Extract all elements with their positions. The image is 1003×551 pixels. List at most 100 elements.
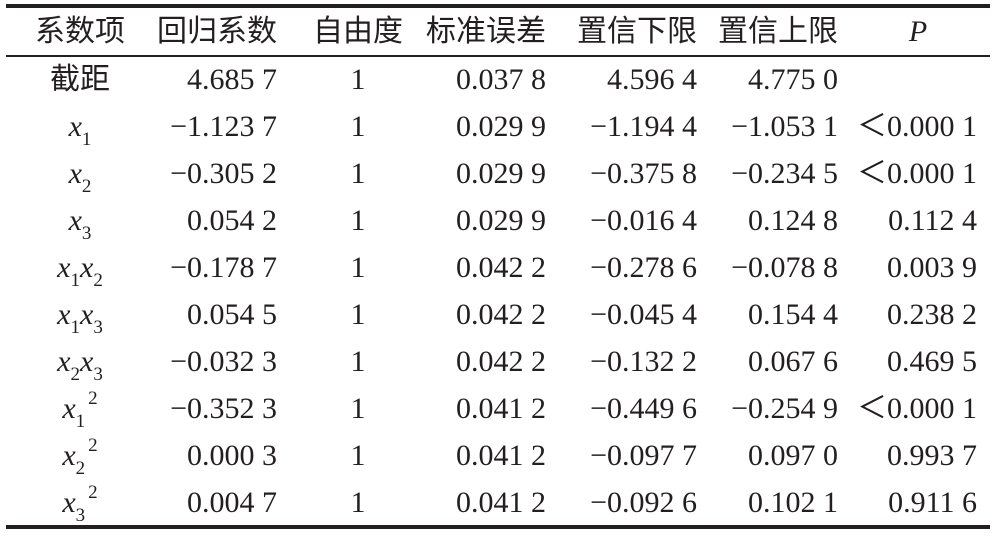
table-cell: 0.238 2 [887,298,977,331]
table-cell: 0.054 2 [187,204,277,237]
row-label: x1x3 [57,297,103,338]
table-cell: −0.305 2 [170,157,277,190]
subscript: 3 [93,364,103,385]
table-cell: −0.078 8 [731,251,838,284]
table-cell: 0.097 0 [748,439,838,472]
subscript: 1 [70,270,81,291]
table-cell: 0.042 2 [456,251,546,284]
row-label: x2 [68,156,92,197]
row-label: x32 [62,482,98,526]
column-header: 标准误差 [426,15,546,48]
table-cell: 1 [350,439,366,472]
table-cell: −0.375 8 [590,157,697,190]
subscript: 3 [75,505,86,526]
variable: x [68,157,82,190]
subscript: 2 [75,458,86,479]
row-label: x22 [62,435,98,479]
row-label: x12 [62,388,98,432]
column-header: 系数项 [35,15,125,48]
variable: x [57,298,71,331]
table-cell: 4.685 7 [187,63,277,96]
subscript: 1 [81,129,92,150]
table-cell: −0.278 6 [590,251,697,284]
table-cell: 0.054 5 [187,298,277,331]
variable: x [57,251,71,284]
subscript: 3 [81,223,92,244]
table-cell: −0.449 6 [590,392,697,425]
table-cell: ＜0.000 1 [857,157,977,190]
table-cell: 0.037 8 [456,63,546,96]
row-label: 截距 [50,63,110,96]
row-label: x1 [68,109,92,150]
variable: x [62,439,76,472]
table-cell: 0.041 2 [456,392,546,425]
table-cell: −0.132 2 [590,345,697,378]
table-cell: 0.911 6 [888,486,977,519]
table-cell: −0.178 7 [170,251,277,284]
table-cell: −1.194 4 [590,110,697,143]
table-cell: 1 [350,345,366,378]
table-cell: ＜0.000 1 [857,392,977,425]
table-cell: 0.004 7 [187,486,277,519]
column-header: P [908,15,928,48]
superscript: 2 [88,388,98,409]
table-cell: 0.000 3 [187,439,277,472]
header-rule [6,55,990,57]
table-cell: 1 [350,298,366,331]
column-header: 置信下限 [577,15,697,48]
table-cell: 4.775 0 [748,63,838,96]
row-label: x3 [68,203,92,244]
table-cell: 0.993 7 [887,439,977,472]
subscript: 1 [70,317,81,338]
table-cell: −0.097 7 [590,439,697,472]
table-cell: −1.123 7 [170,110,277,143]
variable: x [80,298,94,331]
variable: x [80,345,94,378]
variable: x [68,204,82,237]
table-cell: 1 [350,251,366,284]
table-cell: 1 [350,157,366,190]
table-cell: −0.254 9 [731,392,838,425]
variable: x [57,345,71,378]
table-cell: 0.029 9 [456,204,546,237]
table-cell: −1.053 1 [731,110,838,143]
variable: x [68,110,82,143]
subscript: 1 [75,411,86,432]
table-cell: −0.234 5 [731,157,838,190]
table-cell: 0.102 1 [748,486,838,519]
table-cell: ＜0.000 1 [857,110,977,143]
superscript: 2 [88,435,98,456]
variable: x [62,486,76,519]
variable: x [80,251,94,284]
row-label: x2x3 [57,344,103,385]
table-cell: 0.124 8 [748,204,838,237]
subscript: 2 [81,176,92,197]
table-cell: 0.112 4 [888,204,977,237]
table-cell: −0.352 3 [170,392,277,425]
table-cell: −0.092 6 [590,486,697,519]
table-cell: 0.041 2 [456,486,546,519]
table-cell: 1 [350,63,366,96]
table-cell: 0.154 4 [748,298,838,331]
table-cell: 1 [350,204,366,237]
table-cell: 0.029 9 [456,157,546,190]
bottom-rule [6,525,990,529]
variable: x [62,392,76,425]
table-cell: 0.003 9 [887,251,977,284]
table-cell: −0.045 4 [590,298,697,331]
table-cell: 0.042 2 [456,298,546,331]
table-cell: 4.596 4 [607,63,697,96]
column-header: 置信上限 [718,15,838,48]
table-cell: 1 [350,392,366,425]
table-cell: 1 [350,486,366,519]
table-cell: 0.469 5 [887,345,977,378]
table-cell: 0.029 9 [456,110,546,143]
superscript: 2 [88,482,98,503]
table-cell: 0.042 2 [456,345,546,378]
subscript: 3 [93,317,103,338]
column-header: 回归系数 [157,15,277,48]
top-rule [6,4,990,8]
table-cell: 0.041 2 [456,439,546,472]
subscript: 2 [70,364,81,385]
